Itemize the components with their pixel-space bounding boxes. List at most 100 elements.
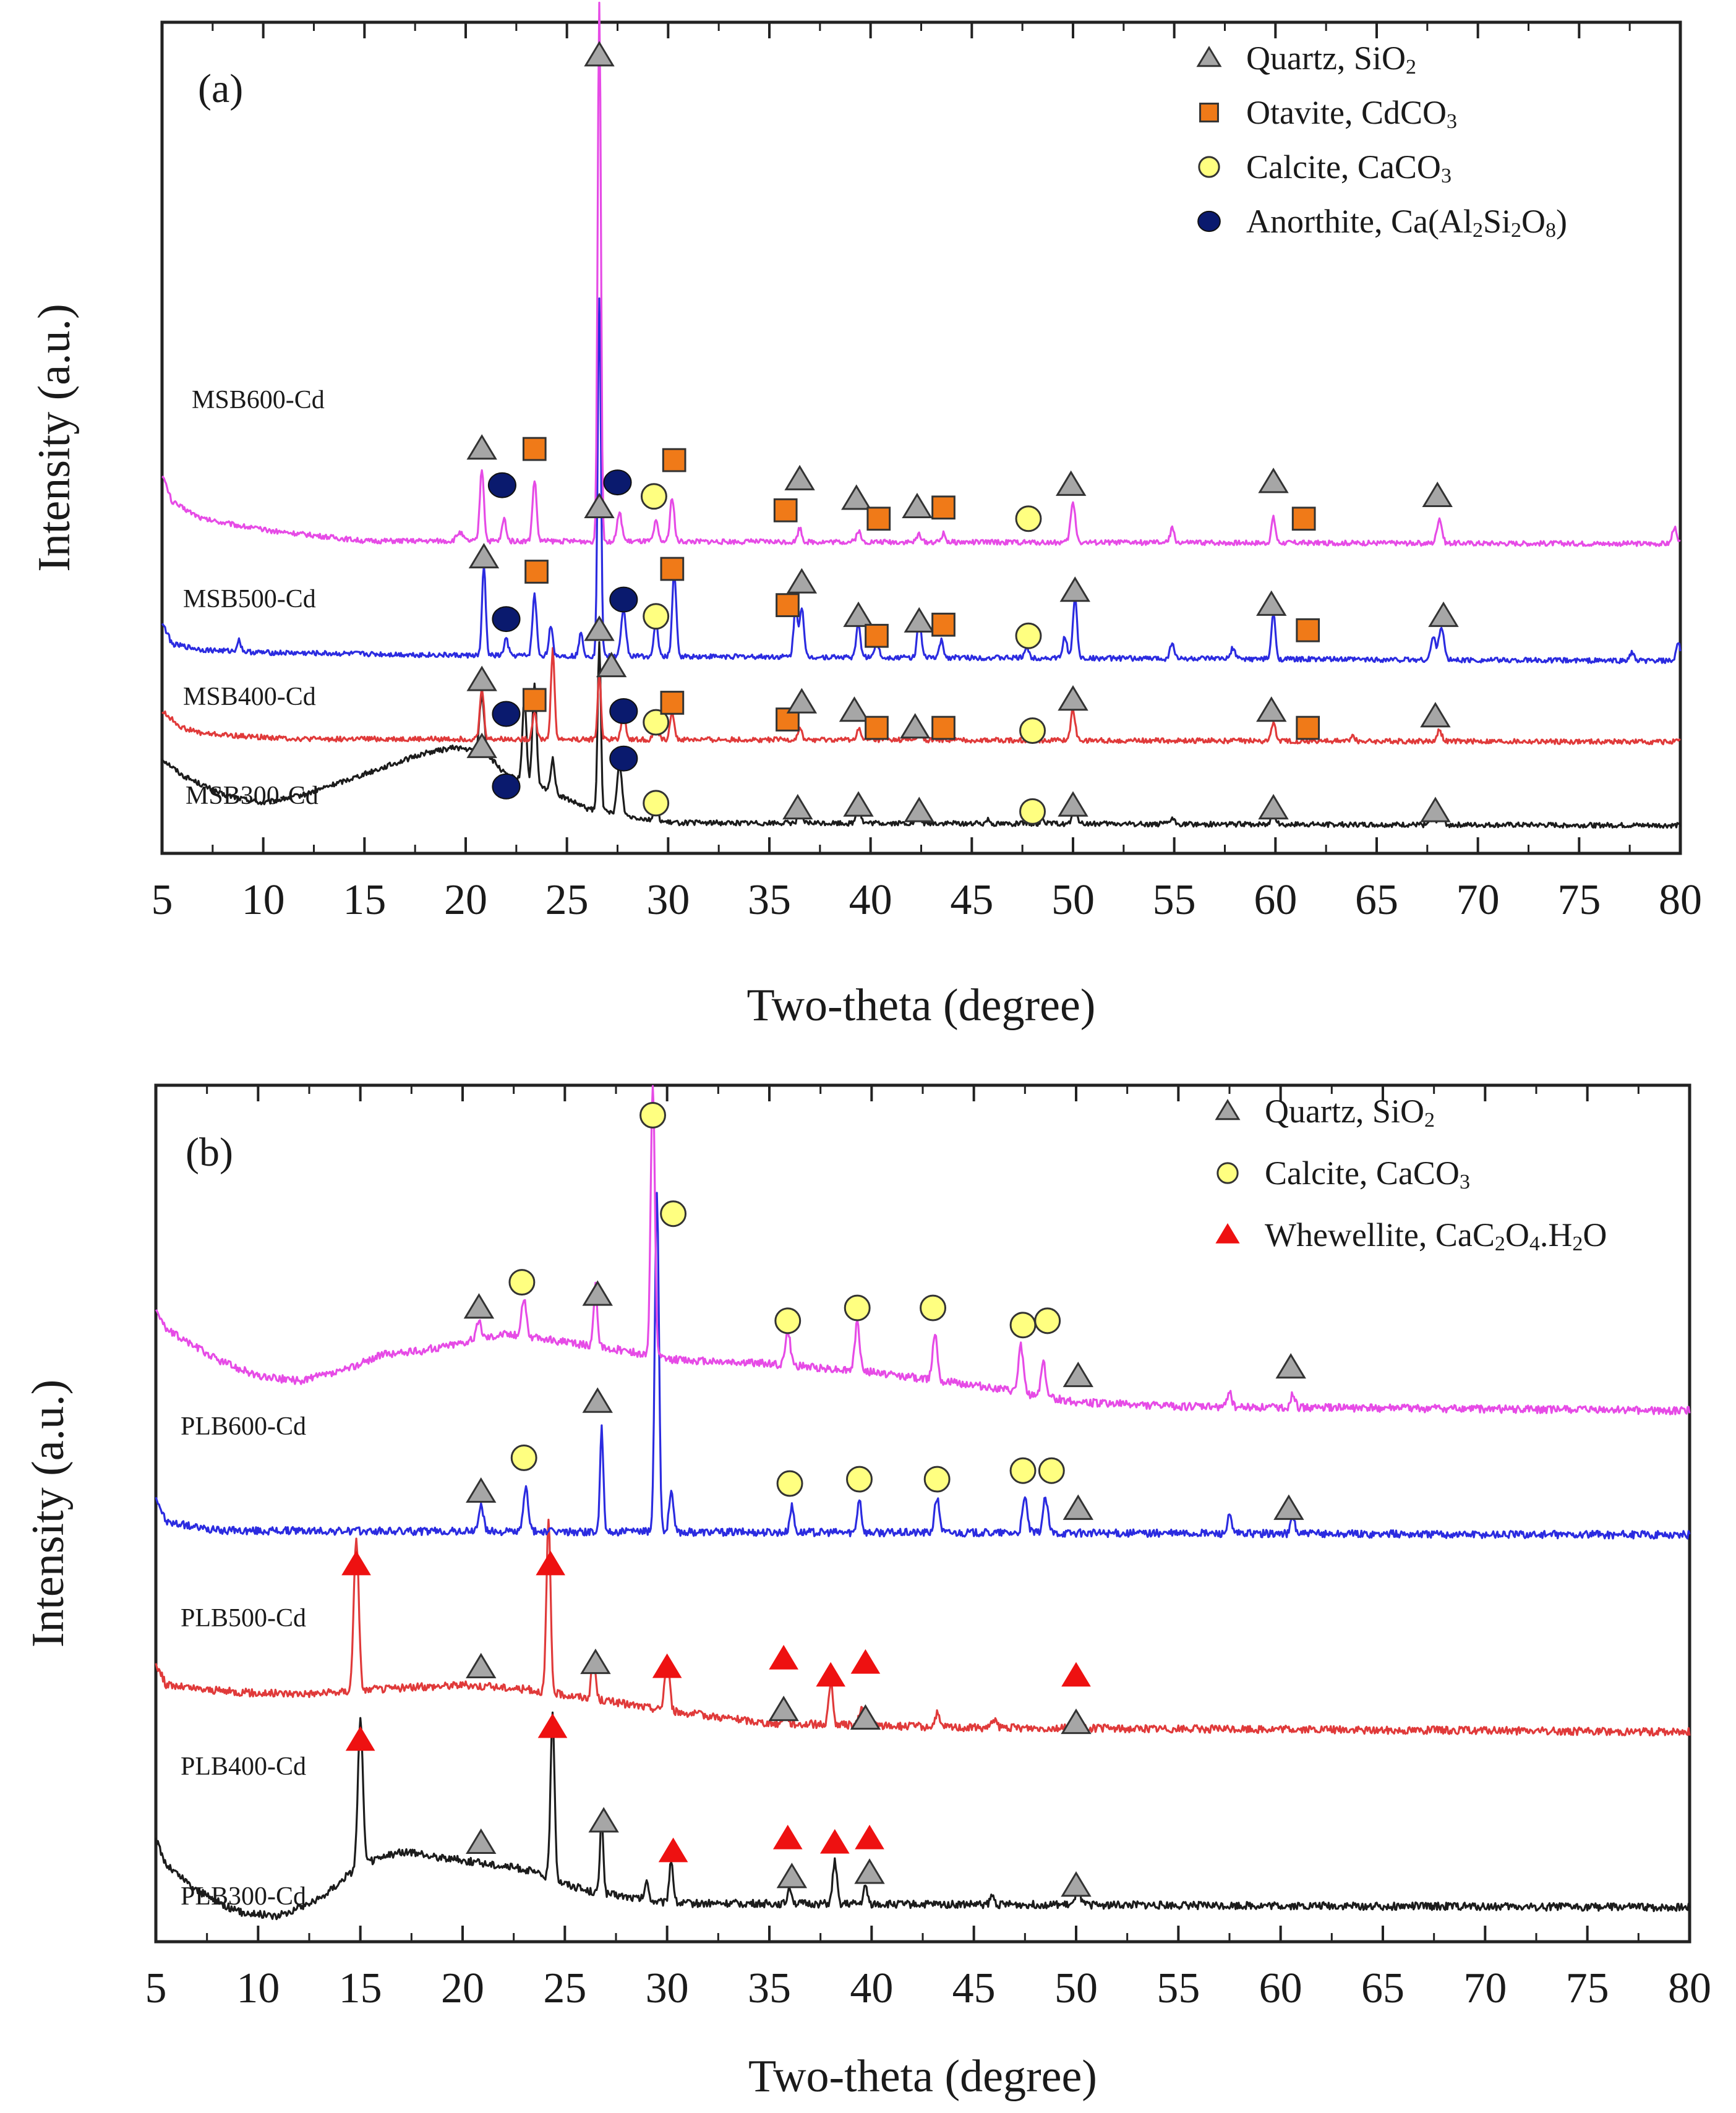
legend-text-part: 4 xyxy=(1529,1232,1540,1255)
plot-frame xyxy=(154,1083,1691,1944)
legend-marker-calcite xyxy=(1198,156,1220,178)
phase-marker-quartz xyxy=(588,1807,619,1833)
phase-marker-calcite xyxy=(920,1294,946,1321)
phase-marker-quartz xyxy=(786,688,818,714)
phase-marker-otavite xyxy=(865,715,889,740)
phase-marker-whewellite xyxy=(772,1824,803,1850)
phase-marker-calcite xyxy=(776,1470,803,1497)
phase-marker-quartz xyxy=(1275,1353,1306,1379)
phase-marker-quartz xyxy=(1256,696,1287,722)
phase-marker-otavite xyxy=(931,715,956,740)
x-tick-label: 10 xyxy=(236,1965,280,2012)
x-tick-label: 30 xyxy=(646,876,690,924)
phase-marker-anorthite xyxy=(609,745,638,772)
x-tick-label: 70 xyxy=(1456,876,1500,924)
x-tick-label: 30 xyxy=(646,1965,689,2012)
y-axis-label: Intensity (a.u.) xyxy=(29,304,80,572)
phase-marker-quartz xyxy=(1258,467,1289,493)
phase-marker-quartz xyxy=(1422,481,1453,507)
legend-text-part: Calcite, CaCO xyxy=(1265,1155,1460,1192)
legend-text-part: Quartz, SiO xyxy=(1246,40,1406,77)
legend-text-part: 3 xyxy=(1441,164,1452,187)
phase-marker-whewellite xyxy=(855,1824,884,1850)
phase-marker-quartz xyxy=(782,793,813,820)
x-tick-label: 5 xyxy=(152,876,173,924)
phase-marker-calcite xyxy=(643,790,670,817)
phase-marker-quartz xyxy=(1420,796,1451,822)
phase-marker-calcite xyxy=(923,1466,951,1493)
x-tick-label: 65 xyxy=(1361,1965,1405,2012)
series-label: MSB400-Cd xyxy=(183,683,316,711)
phase-marker-quartz xyxy=(1420,702,1451,728)
series-label: MSB300-Cd xyxy=(186,782,319,810)
x-axis-label: Two-theta (degree) xyxy=(748,2051,1097,2102)
phase-marker-quartz xyxy=(850,1704,881,1730)
x-tick-label: 70 xyxy=(1463,1965,1507,2012)
phase-marker-quartz xyxy=(466,434,497,460)
phase-marker-quartz xyxy=(1061,1708,1092,1735)
legend-text-part: O xyxy=(1583,1216,1607,1253)
series-label: PLB600-Cd xyxy=(181,1412,306,1441)
series-line-PLB400-Cd xyxy=(155,1518,1691,1737)
legend-entry-whewellite: Whewellite, CaC2O4.H2O xyxy=(1265,1216,1607,1255)
x-tick-label: 55 xyxy=(1153,876,1196,924)
phase-marker-calcite xyxy=(1015,622,1042,649)
phase-marker-anorthite xyxy=(492,701,521,727)
phase-marker-quartz xyxy=(1058,685,1088,711)
phase-marker-quartz xyxy=(580,1648,611,1675)
phase-marker-quartz xyxy=(904,607,934,633)
phase-marker-quartz xyxy=(584,492,615,519)
phase-marker-calcite xyxy=(774,1307,802,1334)
x-tick-label: 80 xyxy=(1659,876,1702,924)
phase-marker-anorthite xyxy=(609,698,638,724)
phase-marker-otavite xyxy=(866,506,891,531)
legend-marker-otavite xyxy=(1199,103,1219,122)
panel-title: (b) xyxy=(186,1130,233,1175)
phase-marker-calcite xyxy=(508,1269,536,1296)
phase-marker-quartz xyxy=(466,1828,497,1854)
phase-marker-quartz xyxy=(1058,791,1088,817)
phase-marker-otavite xyxy=(1296,715,1320,740)
x-tick-label: 75 xyxy=(1566,1965,1609,2012)
x-tick-label: 80 xyxy=(1668,1965,1711,2012)
phase-marker-quartz xyxy=(1056,470,1087,496)
panel-title: (a) xyxy=(198,66,243,111)
phase-marker-quartz xyxy=(776,1863,808,1889)
phase-marker-quartz xyxy=(582,1387,613,1413)
y-axis-label: Intensity (a.u.) xyxy=(23,1380,74,1648)
phase-marker-quartz xyxy=(468,543,500,569)
series-label: MSB500-Cd xyxy=(183,585,316,613)
phase-marker-anorthite xyxy=(487,472,516,498)
legend-text-part: Whewellite, CaC xyxy=(1265,1216,1495,1253)
phase-marker-quartz xyxy=(854,1858,885,1884)
phase-marker-calcite xyxy=(510,1445,537,1471)
phase-marker-quartz xyxy=(843,791,874,817)
series-label: PLB500-Cd xyxy=(181,1604,306,1633)
phase-marker-otavite xyxy=(931,612,956,637)
phase-marker-quartz xyxy=(1428,601,1459,627)
phase-marker-quartz xyxy=(843,601,874,627)
x-tick-label: 50 xyxy=(1054,1965,1098,2012)
legend-entry-calcite: Calcite, CaCO3 xyxy=(1265,1155,1470,1193)
phase-marker-whewellite xyxy=(769,1645,798,1670)
x-tick-label: 35 xyxy=(748,876,791,924)
phase-marker-quartz xyxy=(582,1280,613,1306)
legend-marker-quartz xyxy=(1196,46,1222,67)
x-tick-label: 10 xyxy=(242,876,285,924)
phase-marker-quartz xyxy=(466,1652,497,1679)
legend-text-part: 3 xyxy=(1460,1171,1470,1193)
phase-marker-quartz xyxy=(463,1293,495,1319)
phase-marker-calcite xyxy=(643,709,670,736)
x-tick-label: 40 xyxy=(850,1965,893,2012)
phase-marker-whewellite xyxy=(819,1829,850,1854)
legend-text-part: O xyxy=(1505,1216,1529,1253)
phase-marker-quartz xyxy=(466,665,497,691)
x-tick-label: 25 xyxy=(543,1965,586,2012)
phase-marker-calcite xyxy=(660,1200,687,1227)
phase-marker-quartz xyxy=(786,568,818,594)
x-tick-label: 20 xyxy=(444,876,487,924)
legend-text-part: 2 xyxy=(1424,1109,1435,1132)
legend-marker-quartz xyxy=(1215,1099,1241,1121)
legend-text-part: 2 xyxy=(1406,56,1416,79)
phase-marker-quartz xyxy=(1258,793,1289,820)
